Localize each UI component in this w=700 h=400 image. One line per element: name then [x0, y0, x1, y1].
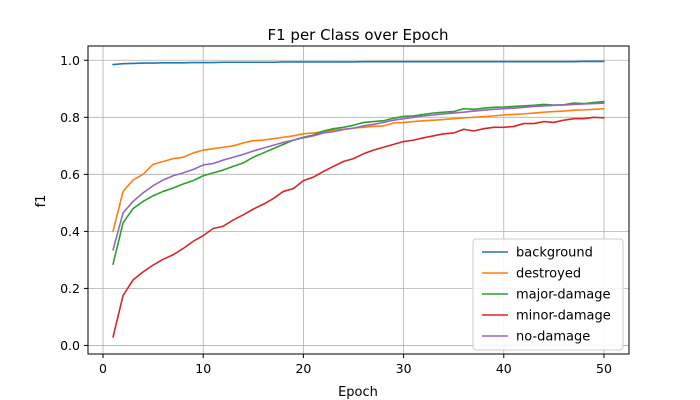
y-tick-label: 0.8 — [60, 110, 80, 125]
y-tick-label: 0.2 — [60, 281, 80, 296]
x-tick-label: 40 — [496, 361, 512, 376]
series-lines — [112, 60, 605, 338]
y-tick-label: 0.6 — [60, 167, 80, 182]
x-tick-label: 50 — [596, 361, 612, 376]
y-axis-ticks: 0.0 0.2 0.4 0.6 0.8 1.0 — [60, 53, 88, 353]
legend-label-destroyed: destroyed — [516, 267, 581, 282]
series-line-major-damage — [112, 100, 605, 265]
x-tick-label: 0 — [99, 361, 107, 376]
x-tick-label: 30 — [396, 361, 412, 376]
legend-label-background: background — [516, 246, 593, 261]
x-axis-label: Epoch — [338, 385, 378, 400]
legend: background destroyed major-damage minor-dam… — [472, 238, 624, 351]
plot-frame — [87, 45, 630, 355]
x-tick-label: 10 — [195, 361, 211, 376]
x-axis-ticks: 0 10 20 30 40 50 — [99, 354, 612, 376]
legend-label-no-damage: no-damage — [516, 330, 590, 345]
y-tick-label: 0.0 — [60, 338, 80, 353]
series-line-no-damage — [112, 102, 605, 251]
series-line-minor-damage — [112, 116, 605, 338]
x-tick-label: 20 — [295, 361, 311, 376]
legend-label-minor-damage: minor-damage — [516, 309, 611, 324]
y-tick-label: 0.4 — [60, 224, 80, 239]
legend-label-major-damage: major-damage — [516, 288, 611, 303]
chart-title: F1 per Class over Epoch — [267, 26, 448, 44]
y-tick-label: 1.0 — [60, 53, 80, 68]
legend-box — [472, 238, 624, 351]
series-line-background — [112, 60, 605, 66]
y-axis-label: f1 — [34, 195, 49, 208]
